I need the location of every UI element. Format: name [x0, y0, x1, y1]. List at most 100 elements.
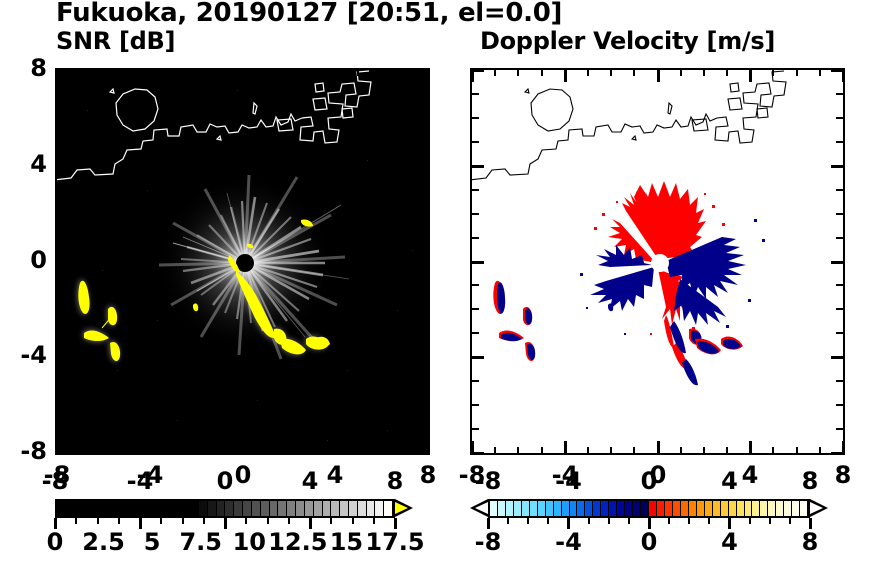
doppler-colorbar-cell	[768, 501, 777, 516]
x-minor-tick	[218, 447, 220, 453]
y-major-tick	[472, 260, 484, 264]
snr-colorbar-cell	[166, 501, 175, 516]
snr-colorbar-cell	[150, 501, 159, 516]
x-minor-tick	[796, 447, 798, 453]
x-axis-label: 4	[326, 461, 344, 489]
doppler-colorbar-minor-tick	[527, 518, 530, 524]
y-major-tick-right	[831, 260, 843, 264]
doppler-colorbar-minor-tick	[607, 518, 610, 524]
snr-colorbar-minor-tick	[287, 518, 290, 524]
snr-colorbar-top-label: 4	[301, 467, 319, 495]
doppler-colorbar-cell	[625, 501, 634, 516]
x-minor-tick-top	[703, 70, 705, 76]
snr-colorbar-minor-tick	[117, 518, 120, 524]
x-major-tick-top	[55, 70, 59, 82]
doppler-colorbar-cell	[704, 501, 713, 516]
x-minor-tick	[772, 447, 774, 453]
x-minor-tick	[819, 447, 821, 453]
y-axis-label: 4	[30, 150, 47, 178]
doppler-plot-area[interactable]	[470, 68, 845, 455]
doppler-colorbar-top-label: 8	[801, 467, 819, 495]
snr-colorbar-bottom-label: 7.5	[179, 528, 222, 556]
doppler-colorbar-under-arrow-fill	[475, 502, 488, 514]
x-minor-tick	[517, 447, 519, 453]
snr-plot-area[interactable]	[55, 68, 430, 455]
snr-colorbar-cell	[96, 501, 104, 516]
snr-colorbar-bottom-label: 5	[143, 528, 161, 556]
snr-colorbar-minor-tick	[245, 518, 248, 524]
x-minor-tick	[381, 447, 383, 453]
snr-colorbar-cell	[182, 501, 191, 516]
x-axis-label: 8	[834, 461, 852, 489]
doppler-colorbar-minor-tick	[627, 518, 630, 524]
snr-colorbar-cell	[357, 501, 367, 516]
snr-colorbar-minor-tick	[181, 518, 184, 524]
y-minor-tick-right	[421, 428, 428, 430]
y-minor-tick	[472, 93, 479, 95]
x-minor-tick-top	[819, 70, 821, 76]
y-minor-tick-right	[421, 332, 428, 334]
doppler-colorbar-cell	[792, 501, 801, 516]
snr-colorbar-cell	[207, 501, 217, 516]
doppler-colorbar-cell	[561, 501, 570, 516]
y-major-tick-right	[416, 260, 428, 264]
doppler-colorbar-cell	[601, 501, 610, 516]
snr-colorbar-minor-tick	[266, 518, 269, 524]
x-minor-tick-top	[218, 70, 220, 76]
x-minor-tick	[357, 447, 359, 453]
snr-colorbar-minor-tick	[75, 518, 78, 524]
y-minor-tick-right	[836, 332, 843, 334]
x-minor-tick-top	[517, 70, 519, 76]
snr-colorbar-top-tick	[308, 518, 312, 529]
snr-colorbar-cell	[57, 501, 65, 516]
x-minor-tick-top	[633, 70, 635, 76]
x-minor-tick-top	[680, 70, 682, 76]
y-major-tick-right	[416, 68, 428, 72]
page-title: Fukuoka, 20190127 [20:51, el=0.0]	[56, 0, 563, 28]
x-minor-tick	[126, 447, 128, 453]
doppler-colorbar-minor-tick	[688, 518, 691, 524]
y-minor-tick	[57, 93, 64, 95]
doppler-colorbar-cell	[649, 501, 658, 516]
snr-colorbar-minor-tick	[372, 518, 375, 524]
doppler-colorbar-cell	[617, 501, 626, 516]
y-minor-tick	[57, 237, 64, 239]
snr-colorbar-cell	[190, 501, 199, 516]
doppler-colorbar-cell	[680, 501, 689, 516]
x-major-tick-top	[563, 70, 567, 82]
snr-colorbar-top-tick	[393, 518, 397, 529]
doppler-colorbar-minor-tick	[587, 518, 590, 524]
y-minor-tick	[472, 213, 479, 215]
x-minor-tick-top	[311, 70, 313, 76]
x-major-tick-top	[656, 70, 660, 82]
doppler-colorbar-bottom-label: 0	[640, 528, 658, 556]
doppler-colorbar-gradient[interactable]	[488, 499, 810, 518]
x-minor-tick-top	[288, 70, 290, 76]
x-minor-tick	[311, 447, 313, 453]
doppler-colorbar-minor-tick	[708, 518, 711, 524]
doppler-colorbar-cell	[553, 501, 562, 516]
snr-colorbar-gradient[interactable]	[55, 499, 395, 518]
x-minor-tick-top	[726, 70, 728, 76]
x-major-tick	[241, 441, 245, 453]
x-major-tick	[426, 441, 430, 453]
y-minor-tick-right	[836, 141, 843, 143]
x-major-tick	[148, 441, 152, 453]
doppler-colorbar-cell	[672, 501, 681, 516]
doppler-colorbar-cell	[776, 501, 785, 516]
doppler-colorbar-top-tick	[728, 518, 731, 529]
y-minor-tick-right	[421, 284, 428, 286]
x-axis-label: -4	[136, 461, 164, 489]
snr-colorbar-bottom-label: 12.5	[268, 528, 328, 556]
snr-colorbar-cell	[103, 501, 112, 516]
x-minor-tick-top	[265, 70, 267, 76]
doppler-colorbar-minor-tick	[748, 518, 751, 524]
y-axis-label: 0	[30, 246, 47, 274]
doppler-colorbar-cell	[569, 501, 578, 516]
doppler-colorbar-cell	[505, 501, 514, 516]
x-minor-tick	[610, 447, 612, 453]
x-major-tick-top	[426, 70, 430, 82]
doppler-colorbar-cell	[800, 501, 809, 516]
y-minor-tick	[472, 332, 479, 334]
x-axis-label: -4	[551, 461, 579, 489]
